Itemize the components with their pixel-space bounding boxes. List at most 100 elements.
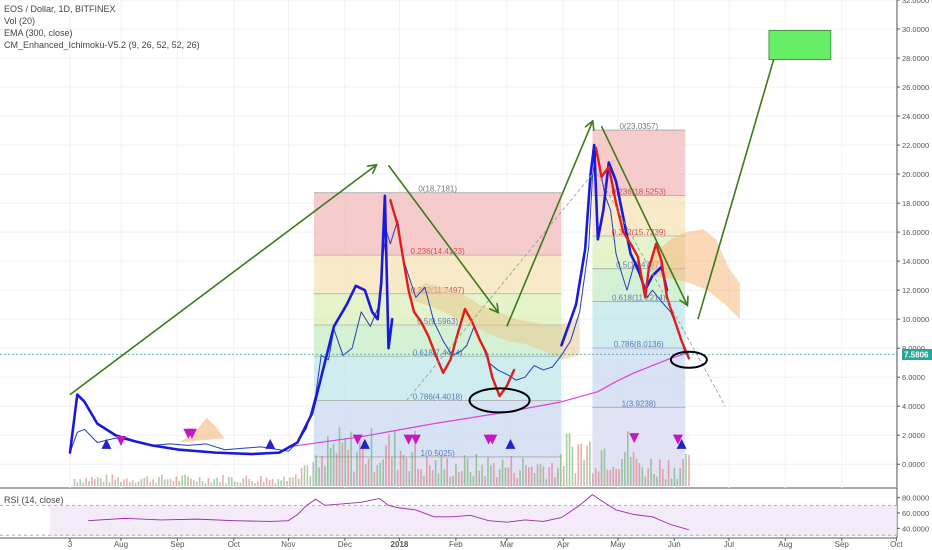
volume-bar [382,459,384,486]
fib-1-level-label: 0.786(4.4018) [413,392,463,401]
ema-line [287,351,690,448]
volume-bar [490,465,492,486]
volume-bar [120,481,122,486]
rsi-tick-label: 80.0000 [902,494,929,503]
price-series [0,143,897,456]
volume-bar [554,477,556,486]
legend-ema[interactable]: EMA (300, close) [4,28,73,38]
volume-bar [309,476,312,486]
y-tick-label: 10.0000 [902,315,929,324]
volume-bar [385,445,387,486]
volume-bar [169,479,172,486]
volume-bar [332,443,335,486]
triangle-down-marker [672,434,683,445]
x-tick-label: Dec [338,540,352,549]
volume-bar [565,433,568,486]
volume-bar [149,482,151,486]
volume-bar [423,476,425,486]
rsi-legend: RSI (14, close) [4,494,64,506]
volume-bar [594,468,597,486]
volume-bar [402,454,405,486]
volume-bar [175,476,178,486]
rsi-line [88,494,689,531]
volume-bar [583,459,585,486]
volume-bar [114,479,117,486]
volume-bar [557,467,559,486]
drawings [69,30,832,414]
volume-bar [239,482,242,486]
volume-bar [440,455,443,486]
volume-bar [230,477,233,486]
volume-bar [274,483,277,486]
volume-bar [667,460,670,486]
volume-bar [571,446,574,486]
fib-1-zone [313,192,562,256]
fib-2-level-label: 0.382(15.7339) [612,228,667,237]
x-tick-label: 2018 [391,540,409,549]
volume-bar [297,478,300,486]
triangle-markers [101,428,687,449]
y-tick-label: 6.0000 [902,373,925,382]
volume-bar [533,472,536,486]
volume-bar [146,476,149,486]
volume-bar [399,450,402,486]
volume-bar [222,474,224,486]
trend-arrow [697,51,776,320]
volume-bar [688,454,690,486]
drawing-red-curve [389,199,516,398]
volume-bar [495,477,498,486]
time-axis[interactable]: 3 Aug Sep Oct Nov Dec 2018 Feb Mar Apr May Jun Jul Au… [0,537,903,549]
volume-bar [379,462,382,486]
volume-bar [519,470,521,486]
volume-bar [79,479,82,486]
volume-bar [99,478,102,486]
volume-bar [475,454,478,486]
legend-rsi[interactable]: RSI (14, close) [4,495,64,505]
volume-bar [216,477,218,486]
y-tick-label: 12.0000 [902,286,929,295]
volume-bar [292,477,294,486]
legend-vol[interactable]: Vol (20) [4,16,36,26]
cloud-area-3 [179,417,225,443]
volume-bar [393,431,396,486]
volume-bar [659,459,661,486]
x-tick-label: Apr [557,540,570,549]
volume-bar [670,478,673,486]
volume-bar [449,477,451,486]
fib-2-level-label: 0(23.0357) [619,122,658,131]
fib-trend-line [406,173,593,401]
target-box [768,30,832,60]
rsi-panel: 80.0000 60.0000 40.0000 [0,494,929,536]
volume-bar [536,464,539,486]
y-tick-label: 22.0000 [902,141,929,150]
fib-1-level-label: 0(18.7181) [418,185,457,194]
y-tick-label: 28.0000 [902,54,929,63]
volume-bar [158,477,160,486]
volume-bar [91,477,93,486]
volume-bar [117,477,119,486]
volume-bar [207,477,210,486]
fib-1-level-label: 1(0.5025) [421,449,456,458]
volume-bar [597,471,600,486]
volume-bar [527,467,530,486]
y-tick-label: 4.0000 [902,402,925,411]
volume-bar [408,471,411,486]
triangle-down-marker [487,434,498,445]
volume-bar [155,483,157,486]
price-axis[interactable]: 32.0000 30.0000 28.0000 26.0000 24.0000 22.00… [896,0,929,538]
volume-bar [262,482,265,486]
legend-ichimoku[interactable]: CM_Enhanced_Ichimoku-V5.2 (9, 26, 52, 52… [4,40,200,50]
volume-bar [73,478,76,486]
volume-bar [312,461,315,486]
legend-symbol[interactable]: EOS / Dollar, 1D, BITFINEX [4,4,116,14]
support-ellipse-2 [669,350,708,369]
volume-bar [303,465,306,486]
x-tick-label: May [610,540,625,549]
volume-bar [108,482,111,486]
volume-bar [481,464,483,486]
volume-bar [460,470,463,486]
volume-bar [504,467,507,486]
y-tick-label: 16.0000 [902,228,929,237]
volume-bar [513,472,515,486]
